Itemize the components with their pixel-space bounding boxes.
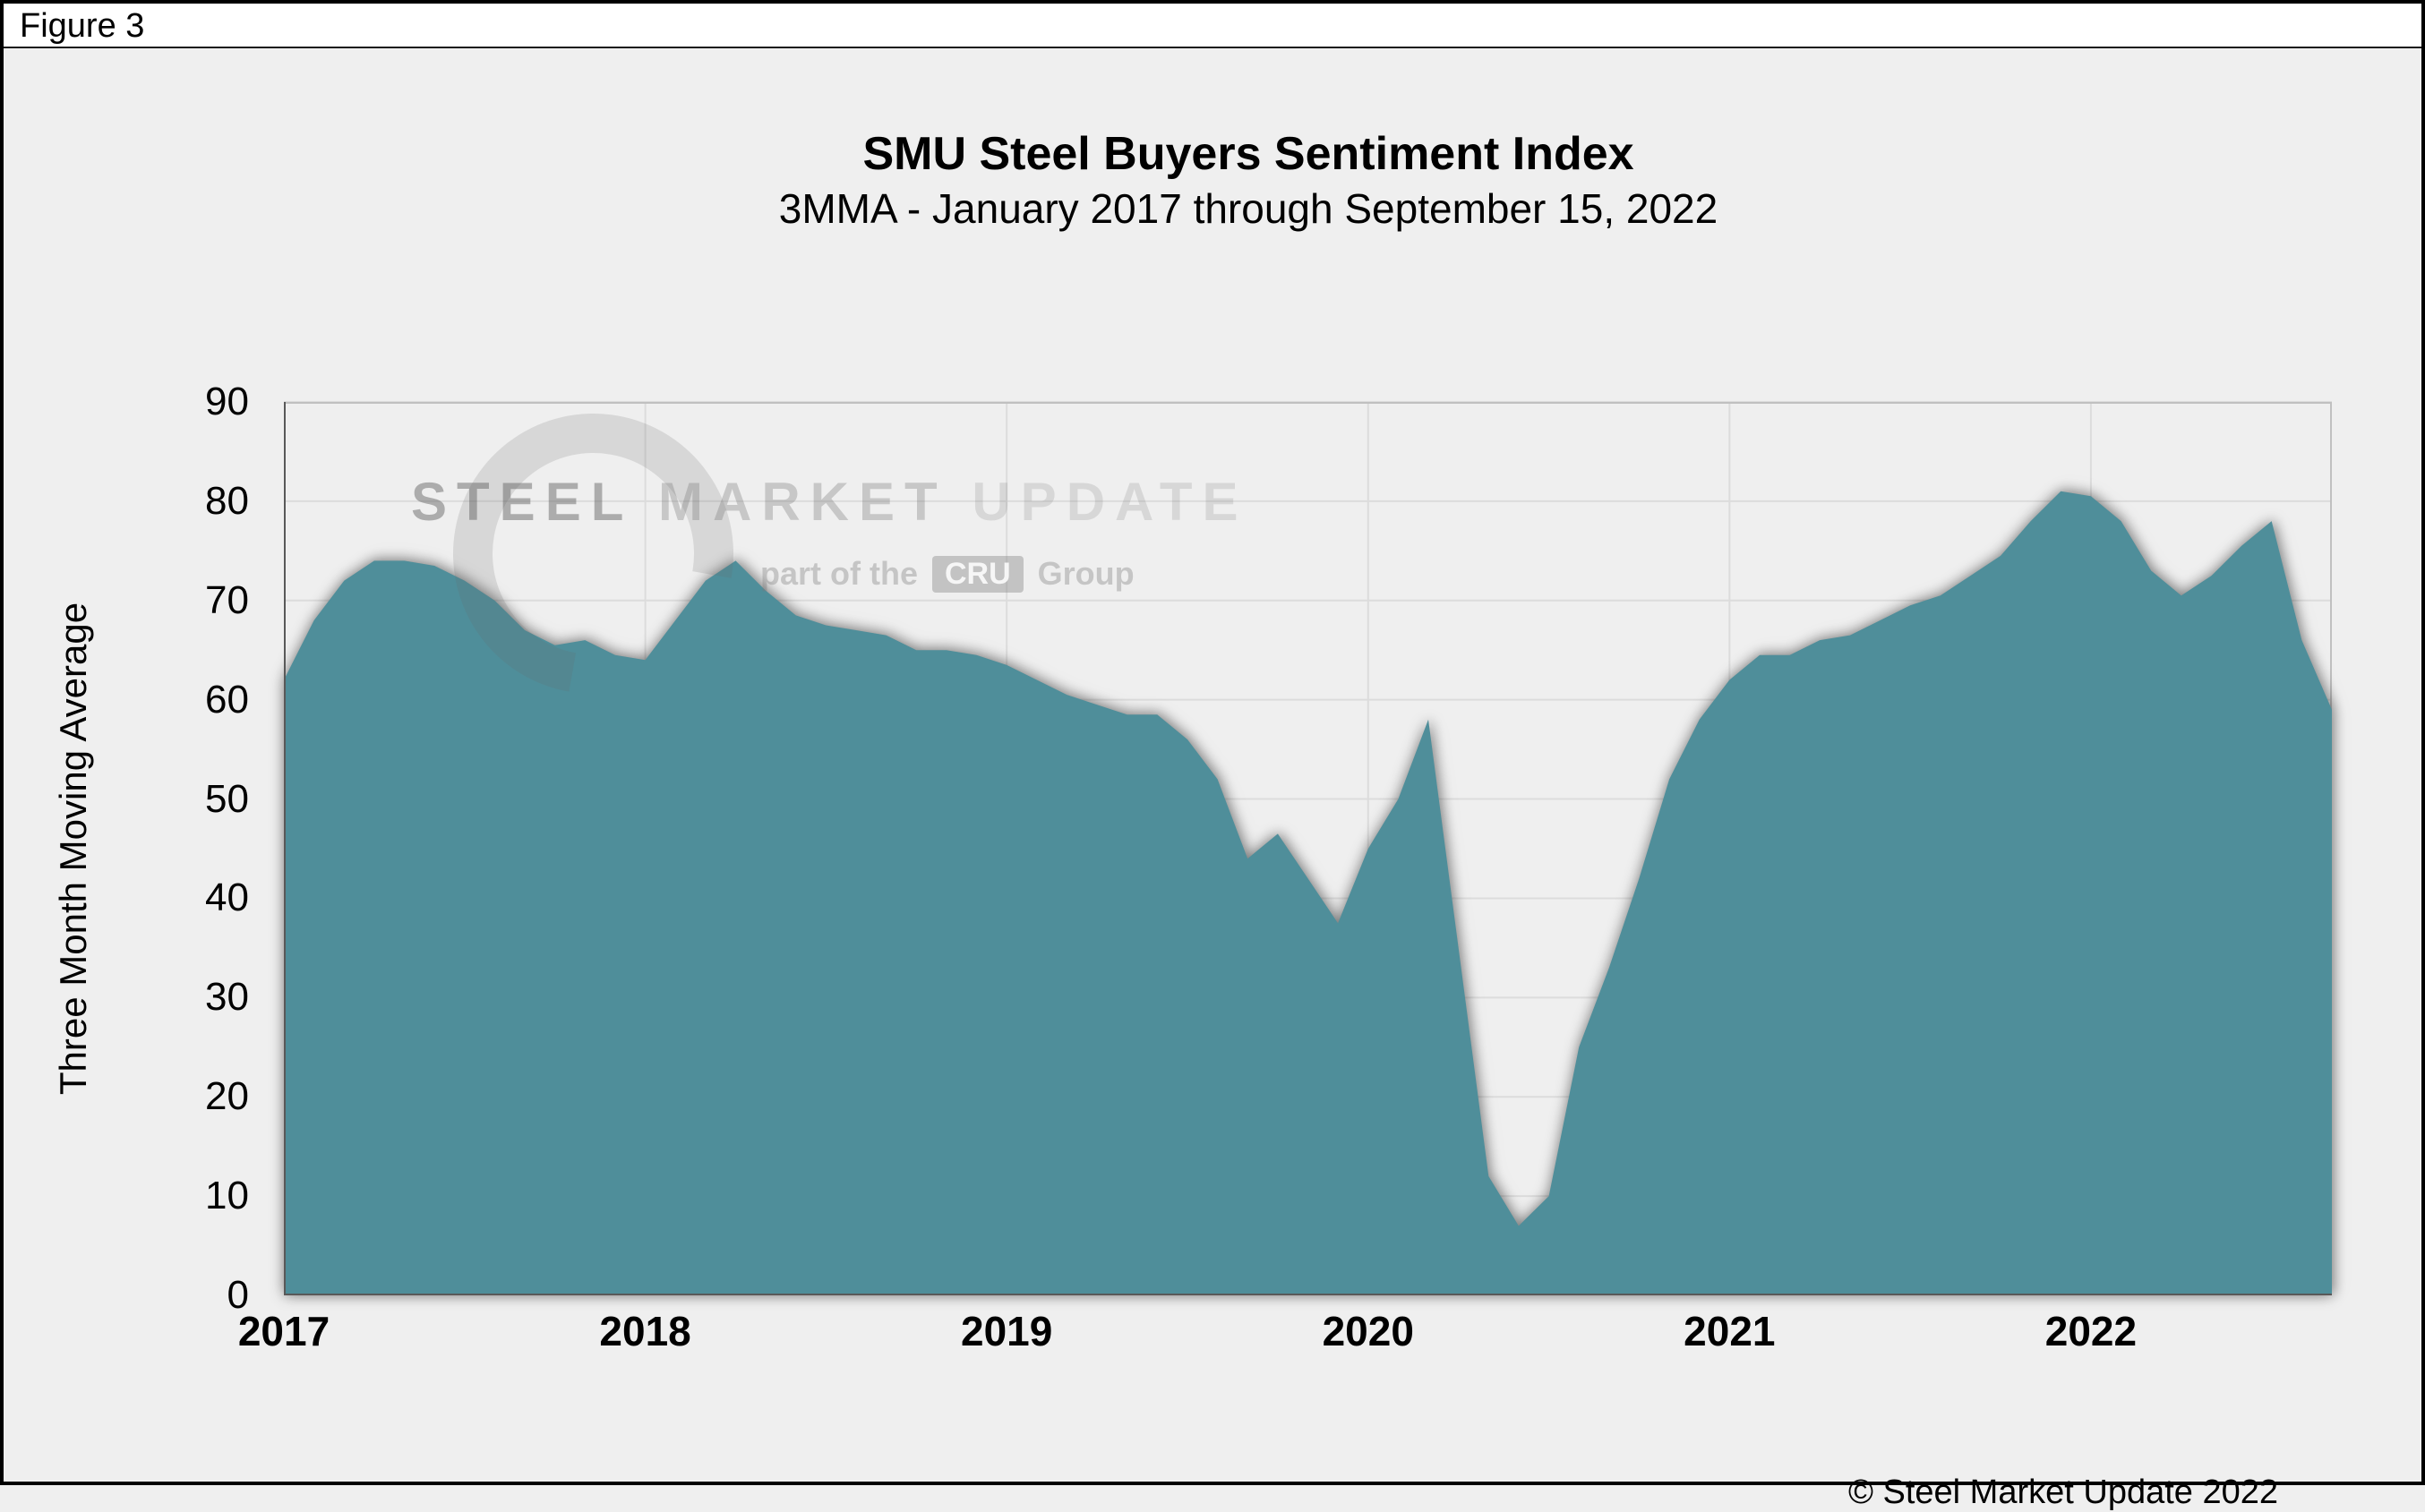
figure-label: Figure 3	[20, 7, 145, 45]
y-tick-label: 10	[205, 1174, 249, 1218]
y-tick-label: 70	[205, 577, 249, 622]
x-tick-label: 2017	[237, 1308, 330, 1354]
x-tick-label: 2021	[1684, 1308, 1776, 1354]
chart-subtitle: 3MMA - January 2017 through September 15…	[778, 185, 1718, 232]
y-tick-label: 60	[205, 677, 249, 722]
chart-title: SMU Steel Buyers Sentiment Index	[862, 128, 1634, 180]
x-axis-tick-labels: 2017 2018 2019 2020 2021 2022	[238, 1307, 2332, 1364]
chart-panel: SMU Steel Buyers Sentiment Index 3MMA - …	[4, 48, 2421, 1511]
y-tick-label: 20	[205, 1074, 249, 1119]
copyright-text: © Steel Market Update 2022	[1847, 1474, 2278, 1511]
y-axis-title: Three Month Moving Average	[52, 602, 94, 1096]
figure-header: Figure 3	[4, 4, 2421, 48]
y-tick-label: 30	[205, 975, 249, 1020]
x-tick-label: 2018	[599, 1308, 691, 1354]
sentiment-area-chart	[284, 401, 2332, 1295]
x-tick-label: 2020	[1322, 1308, 1414, 1354]
y-tick-label: 0	[227, 1273, 249, 1317]
sentiment-series-area	[284, 491, 2332, 1295]
y-tick-label: 80	[205, 478, 249, 523]
y-tick-label: 50	[205, 776, 249, 821]
x-tick-label: 2022	[2044, 1308, 2138, 1354]
x-tick-label: 2019	[960, 1308, 1053, 1354]
y-axis-tick-labels: 0 10 20 30 40 50 60 70 80 90	[129, 380, 265, 1317]
y-tick-label: 40	[205, 876, 249, 920]
plot-area	[284, 401, 2332, 1295]
y-tick-label: 90	[205, 380, 249, 423]
